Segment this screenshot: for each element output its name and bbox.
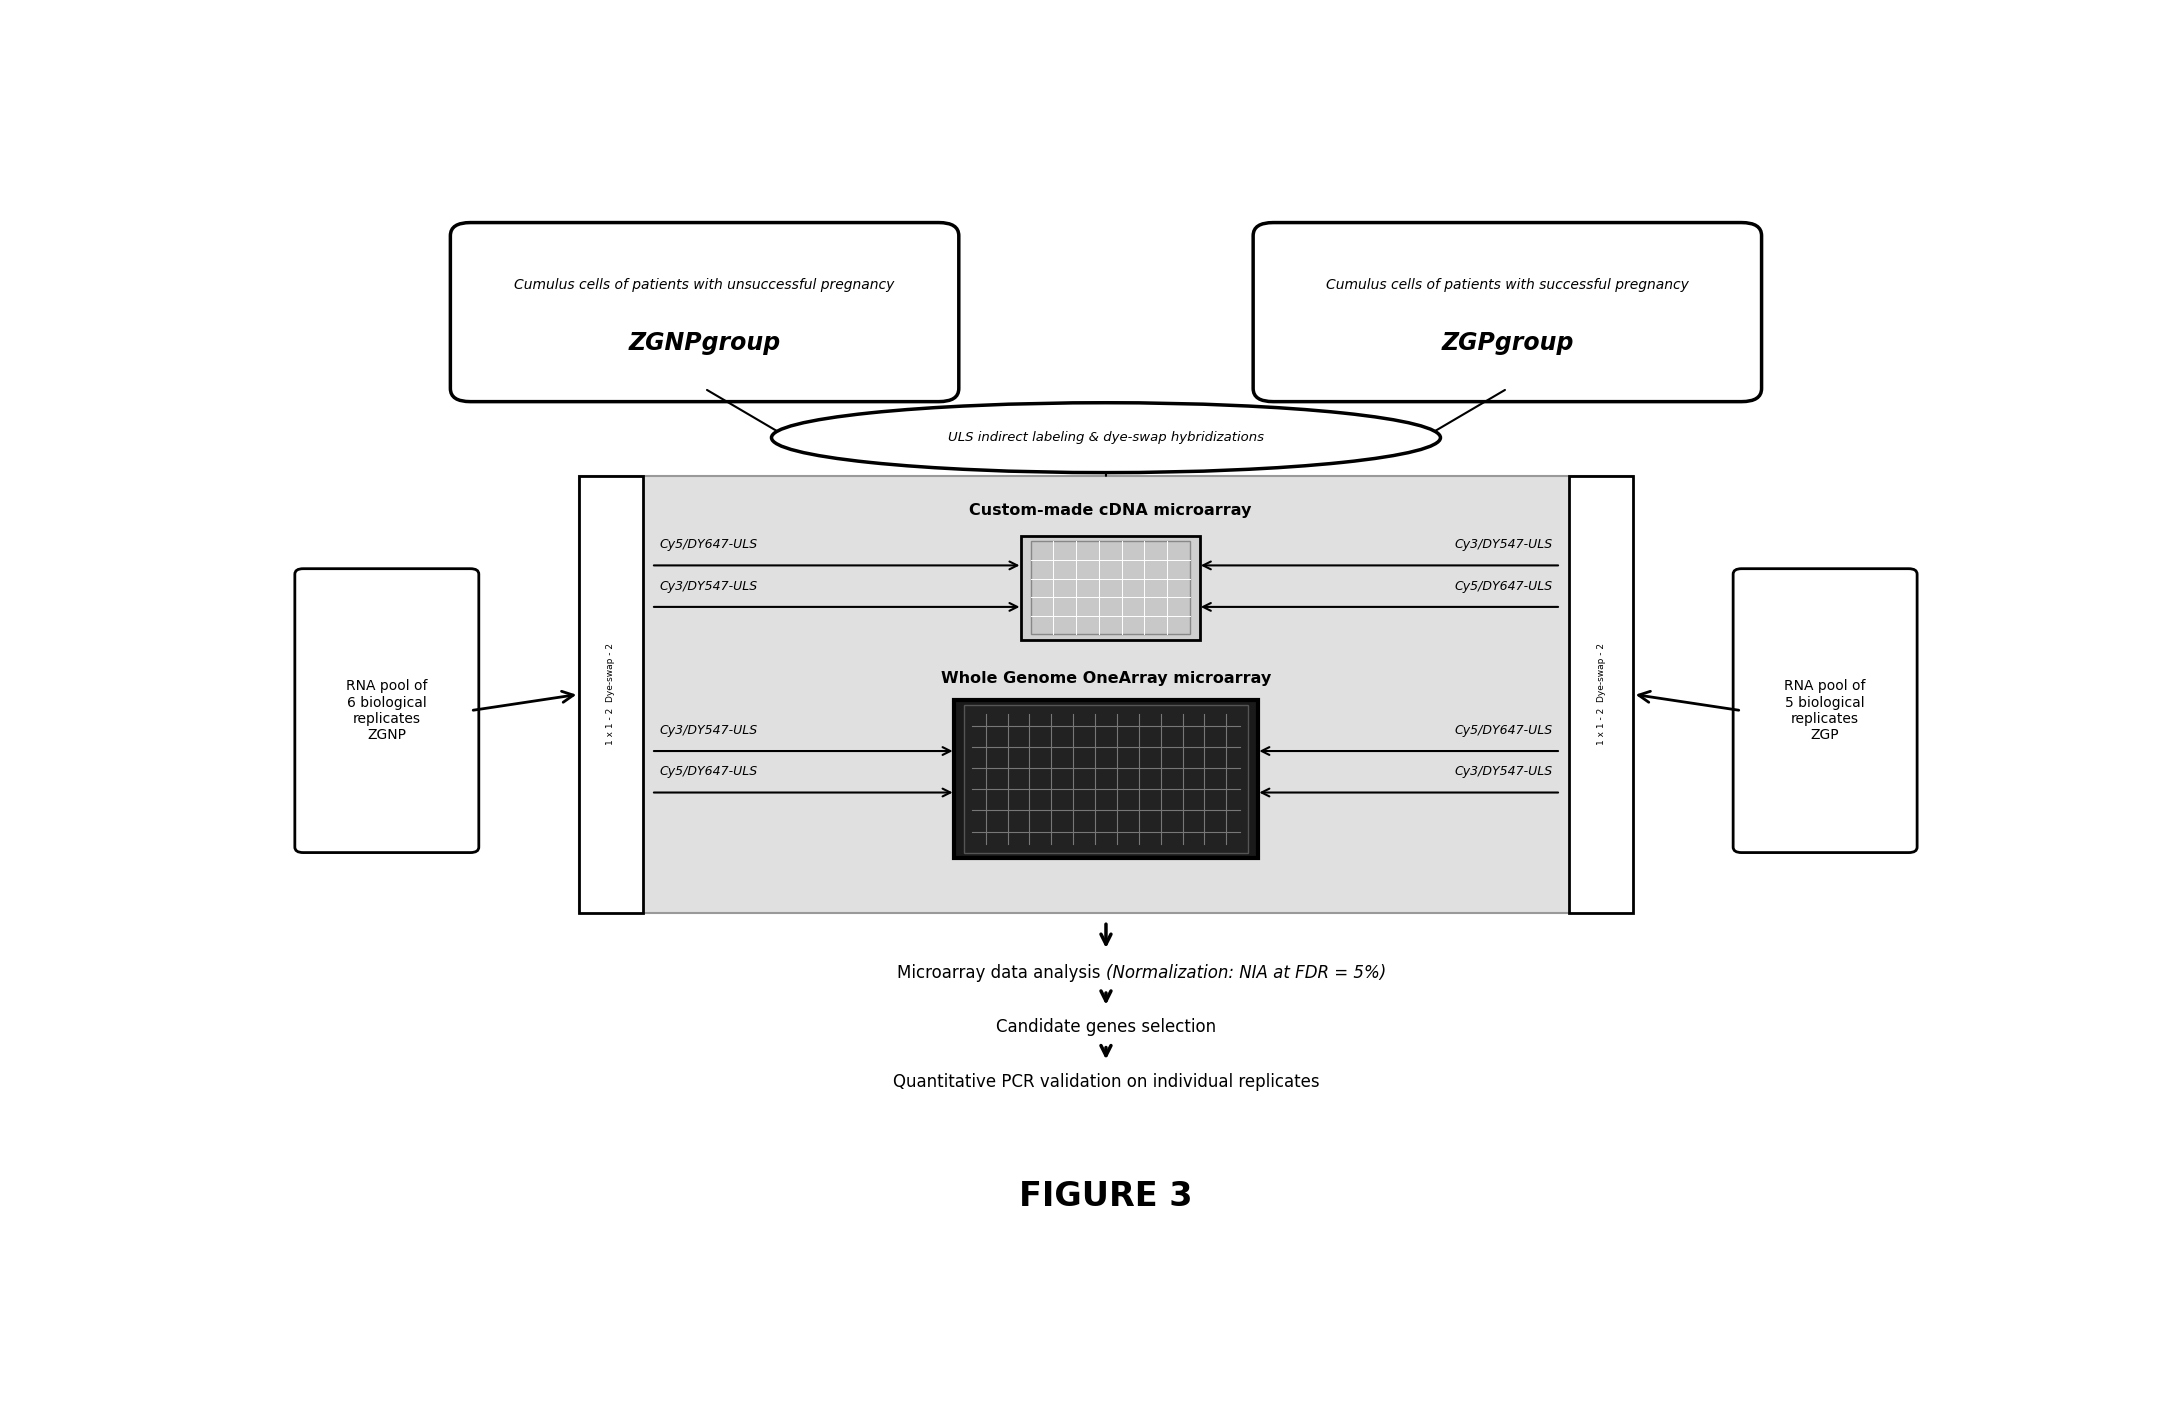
- Text: Cy5/DY647-ULS: Cy5/DY647-ULS: [660, 766, 757, 778]
- Text: Cy5/DY647-ULS: Cy5/DY647-ULS: [1454, 580, 1552, 593]
- Bar: [965, 705, 1247, 852]
- FancyBboxPatch shape: [296, 569, 479, 852]
- Text: Cumulus cells of patients with unsuccessful pregnancy: Cumulus cells of patients with unsuccess…: [514, 278, 896, 292]
- Text: Cumulus cells of patients with successful pregnancy: Cumulus cells of patients with successfu…: [1325, 278, 1690, 292]
- Text: 1 x 1 - 2  Dye-swap - 2: 1 x 1 - 2 Dye-swap - 2: [606, 644, 615, 746]
- FancyBboxPatch shape: [1254, 223, 1761, 401]
- Text: Cy3/DY547-ULS: Cy3/DY547-ULS: [1454, 766, 1552, 778]
- Bar: [1569, 476, 1634, 913]
- Bar: [1021, 536, 1200, 640]
- Bar: [578, 476, 1634, 913]
- FancyBboxPatch shape: [451, 223, 958, 401]
- Text: RNA pool of
6 biological
replicates
ZGNP: RNA pool of 6 biological replicates ZGNP: [345, 679, 427, 742]
- Text: Cy3/DY547-ULS: Cy3/DY547-ULS: [660, 723, 757, 737]
- Bar: [954, 699, 1258, 858]
- Bar: [1032, 542, 1189, 634]
- Bar: [578, 476, 643, 913]
- Text: FIGURE 3: FIGURE 3: [1019, 1180, 1193, 1212]
- Text: Cy3/DY547-ULS: Cy3/DY547-ULS: [1454, 539, 1552, 552]
- Text: Cy3/DY547-ULS: Cy3/DY547-ULS: [660, 580, 757, 593]
- Text: Custom-made cDNA microarray: Custom-made cDNA microarray: [969, 503, 1252, 519]
- Text: ULS indirect labeling & dye-swap hybridizations: ULS indirect labeling & dye-swap hybridi…: [947, 431, 1265, 444]
- Text: Microarray data analysis: Microarray data analysis: [898, 964, 1105, 981]
- FancyBboxPatch shape: [1733, 569, 1916, 852]
- Text: RNA pool of
5 biological
replicates
ZGP: RNA pool of 5 biological replicates ZGP: [1785, 679, 1867, 742]
- Text: ZGNPgroup: ZGNPgroup: [628, 330, 781, 354]
- Text: ZGPgroup: ZGPgroup: [1442, 330, 1573, 354]
- Text: Candidate genes selection: Candidate genes selection: [995, 1018, 1217, 1037]
- Text: Cy5/DY647-ULS: Cy5/DY647-ULS: [660, 539, 757, 552]
- Text: Whole Genome OneArray microarray: Whole Genome OneArray microarray: [941, 672, 1271, 686]
- Text: (Normalization: NIA at FDR = 5%): (Normalization: NIA at FDR = 5%): [1105, 964, 1385, 981]
- Ellipse shape: [770, 403, 1442, 472]
- Text: Cy5/DY647-ULS: Cy5/DY647-ULS: [1454, 723, 1552, 737]
- Text: 1 x 1 - 2  Dye-swap - 2: 1 x 1 - 2 Dye-swap - 2: [1597, 644, 1606, 746]
- Text: Quantitative PCR validation on individual replicates: Quantitative PCR validation on individua…: [893, 1073, 1319, 1090]
